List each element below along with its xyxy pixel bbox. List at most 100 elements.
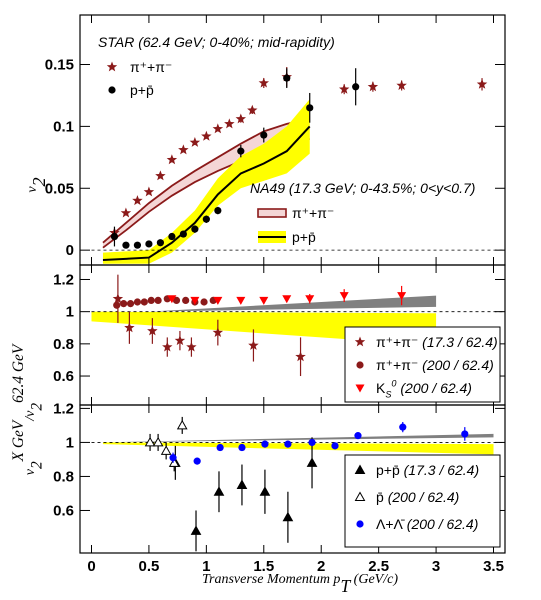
y-tick-label: 0.8: [53, 336, 74, 353]
marker: [236, 479, 248, 489]
legend-marker: [106, 61, 118, 72]
text-part: p+p̄: [376, 462, 404, 478]
marker: [282, 295, 292, 304]
text-part: (200 / 62.4): [388, 489, 460, 505]
marker: [396, 80, 407, 90]
marker: [202, 215, 210, 223]
marker: [168, 232, 176, 241]
marker: [213, 296, 223, 305]
marker: [126, 300, 135, 308]
legend-label: π⁺+π⁻: [292, 205, 334, 221]
legend-label: KS0 (200 / 62.4): [376, 379, 472, 400]
band-edge: [102, 118, 310, 244]
y-tick-label: 1: [66, 304, 74, 321]
text-part: (200 / 62.4): [422, 357, 494, 373]
marker: [216, 443, 224, 452]
y-tick-label: 0.15: [45, 57, 74, 74]
band: [102, 442, 494, 455]
legend-swatch: [257, 208, 287, 218]
legend-marker: [354, 491, 366, 501]
x-tick-label: 0: [87, 558, 95, 575]
marker: [236, 296, 246, 305]
marker: [305, 295, 315, 304]
x-tick-label: 1.5: [253, 558, 274, 575]
x-axis-title: Transverse Momentum pT (GeV/c): [202, 572, 398, 596]
marker: [112, 293, 124, 304]
y-tick-label: 0.8: [53, 468, 74, 485]
marker: [122, 241, 130, 249]
marker: [295, 351, 306, 362]
text-part: π⁺+π⁻: [376, 357, 422, 373]
marker: [143, 186, 155, 197]
y-tick-label: 1.2: [53, 400, 74, 417]
marker: [168, 457, 180, 467]
marker: [120, 300, 128, 308]
marker: [152, 436, 164, 447]
y-axis-title: v2X GeV/v262.4 GeV: [10, 343, 46, 475]
text-part: Transverse Momentum p: [202, 572, 340, 587]
y-tick-label: 0.6: [53, 368, 74, 385]
marker: [154, 296, 162, 305]
annotation: NA49 (17.3 GeV; 0-43.5%; 0<y<0.7): [250, 180, 475, 196]
text-part: (200 / 62.4): [396, 380, 472, 396]
marker: [186, 341, 197, 352]
marker: [124, 322, 135, 333]
marker: [461, 430, 469, 438]
marker: [140, 298, 148, 306]
text-part: /v: [23, 410, 38, 422]
x-tick-label: 2.5: [368, 558, 389, 575]
marker: [212, 327, 224, 337]
legend-label: p+p̄ (17.3 / 62.4): [376, 462, 479, 478]
text-part: K: [376, 380, 386, 396]
y-tick-label: 0.1: [53, 118, 74, 135]
text-part: v: [25, 186, 40, 193]
text-part: T: [340, 576, 351, 596]
x-tick-label: 0.5: [138, 558, 159, 575]
y-tick-label: 1: [66, 434, 74, 451]
marker: [306, 457, 318, 467]
legend-marker: [354, 336, 366, 347]
frame: [79, 404, 506, 554]
marker: [339, 292, 349, 301]
marker: [133, 241, 142, 249]
legend-marker: [356, 361, 364, 369]
marker: [339, 83, 350, 94]
marker: [201, 130, 212, 141]
x-tick-label: 3: [432, 558, 440, 575]
x-tick-label: 1: [202, 558, 210, 575]
marker: [367, 81, 379, 92]
marker: [235, 113, 246, 124]
text-part: S: [385, 390, 391, 400]
annotation: STAR (62.4 GeV; 0-40%; mid-rapidity): [98, 34, 335, 50]
text-part: v: [23, 468, 38, 475]
marker: [176, 419, 188, 430]
marker: [258, 77, 269, 88]
marker: [200, 298, 208, 306]
y-tick-label: 0.6: [53, 502, 74, 519]
legend-marker: [355, 384, 365, 393]
marker: [120, 207, 132, 218]
marker: [179, 230, 187, 238]
marker: [162, 341, 173, 352]
band: [102, 433, 494, 443]
marker: [113, 301, 121, 309]
marker: [308, 438, 316, 447]
marker: [247, 104, 258, 115]
legend-marker: [354, 464, 366, 474]
y-tick-label: 1.2: [53, 271, 74, 288]
plot-area: [91, 66, 505, 264]
marker: [174, 335, 186, 346]
marker: [352, 83, 360, 91]
text-part: 2: [29, 403, 46, 411]
legend-label: Λ+Λ̄ (200 / 62.4): [376, 516, 478, 532]
marker: [248, 340, 259, 350]
marker: [133, 298, 142, 306]
legend-label: p̄ (200 / 62.4): [376, 489, 459, 505]
marker: [172, 296, 181, 305]
marker: [397, 292, 407, 301]
marker: [190, 525, 202, 535]
marker: [354, 432, 362, 440]
marker: [284, 440, 292, 448]
marker: [212, 123, 224, 134]
marker: [399, 423, 407, 431]
